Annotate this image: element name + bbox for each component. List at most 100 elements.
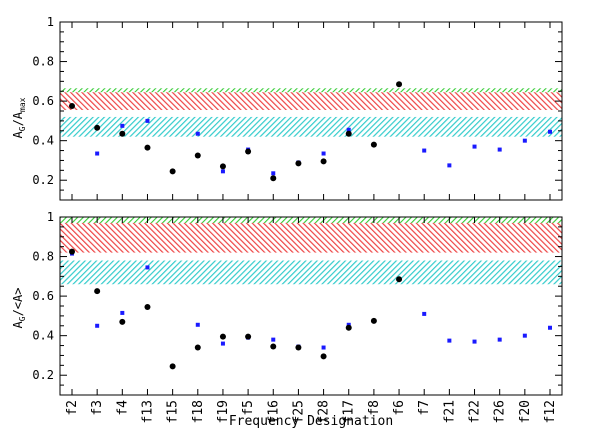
y-title-top-rest-sub: max [18,97,27,112]
top-point-square-f7 [422,148,427,153]
top-ytick-label: 0.8 [32,55,54,69]
top-point-circle-f28 [320,158,327,165]
top-point-circle-f2 [69,103,75,110]
bottom-ytick-label: 0.6 [32,289,54,303]
bottom-point-square-f21 [447,338,452,343]
top-point-circle-f16 [270,175,277,182]
bottom-ytick-label: 0.8 [32,250,54,264]
bottom-point-circle-f4 [119,318,126,325]
bottom-point-square-f13 [145,265,150,270]
y-title-bottom-rest: /<A> [11,288,25,317]
top-point-circle-f5 [245,148,252,155]
x-axis-labels: f2 f3 f4 f13 f15 f18 f19 f5 f16 f25 f28 f17 f8 f6 f7 f2… [65,400,558,424]
top-point-circle-f13 [144,144,151,151]
x-tick-label-f3: f3 [90,400,105,416]
top-ytick-label: 0.4 [32,134,54,148]
bottom-point-square-f18 [195,322,200,327]
top-point-circle-f6 [396,81,403,88]
bottom-point-circle-f15 [169,363,176,370]
x-tick-label-f21: f21 [442,400,457,423]
top-point-square-f18 [195,131,200,136]
x-tick-label-f20: f20 [518,400,533,423]
bottom-point-square-f28 [321,345,326,350]
x-tick-label-f26: f26 [493,400,508,423]
bottom-point-circle-f13 [144,303,151,310]
top-point-square-f12 [548,129,552,134]
x-axis-title: Frequency Designation [229,414,393,429]
bottom-ytick-label: 0.2 [32,368,54,382]
bottom-point-square-f26 [497,337,502,342]
x-tick-label-f28: f28 [317,400,332,423]
y-title-top-sub: G [18,126,27,131]
y-title-top-main: A [11,130,25,138]
x-tick-label-f7: f7 [417,400,432,416]
top-point-circle-f3 [94,124,101,131]
bottom-point-circle-f18 [194,344,201,351]
bottom-point-square-f7 [422,311,427,316]
top-point-circle-f25 [295,160,302,167]
top-point-square-f26 [497,147,502,152]
top-point-circle-f15 [169,168,176,175]
bottom-point-circle-f6 [396,276,403,283]
y-axis-title-bottom: AG/<A> [11,288,27,329]
top-band-1 [60,92,562,111]
top-ytick-label: 1 [47,15,54,29]
y-axis-title-top: AG/Amax [11,97,27,138]
top-plot-frame [59,21,563,201]
x-tick-label-f4: f4 [115,400,130,416]
x-tick-label-f13: f13 [140,400,155,423]
bottom-point-circle-f16 [270,343,277,350]
bottom-point-square-f20 [522,333,527,338]
x-tick-label-f5: f5 [241,400,256,416]
bottom-point-square-f12 [548,325,552,330]
top-point-circle-f4 [119,130,126,137]
top-band-2 [60,116,562,137]
x-tick-label-f19: f19 [216,400,231,423]
y-title-bottom-main: A [11,320,25,328]
bottom-point-square-f3 [95,323,100,328]
x-tick-label-f2: f2 [65,400,80,416]
top-point-square-f17 [346,127,351,132]
x-tick-label-f17: f17 [342,400,357,423]
top-point-square-f3 [95,151,100,156]
top-point-square-f28 [321,151,326,156]
x-tick-label-f22: f22 [468,400,483,423]
bottom-point-circle-f5 [245,333,252,340]
bottom-point-circle-f19 [219,333,226,340]
x-tick-label-f15: f15 [166,400,181,423]
top-point-circle-f18 [194,152,201,159]
bottom-point-square-f22 [472,339,477,344]
top-point-square-f21 [447,163,452,168]
top-point-circle-f17 [345,130,352,137]
top-ytick-label: 0.2 [32,173,54,187]
top-ytick-label: 0.6 [32,94,54,108]
top-point-circle-f8 [370,141,377,148]
top-point-square-f20 [522,138,527,143]
x-tick-label-f12: f12 [543,400,558,423]
top-point-square-f4 [120,123,125,128]
top-point-square-f13 [145,118,150,123]
top-point-square-f19 [220,169,225,174]
x-tick-label-f16: f16 [266,400,281,423]
bottom-panel: 0.2 0.4 0.6 0.8 1 [32,210,563,396]
top-point-square-f22 [472,144,477,149]
bottom-point-circle-f28 [320,353,327,360]
top-panel: 0.2 0.4 0.6 0.8 1 [32,15,563,201]
bottom-ytick-label: 0.4 [32,329,54,343]
bottom-ytick-label: 1 [47,210,54,224]
bottom-point-square-f4 [120,310,125,315]
bottom-point-square-f19 [220,341,225,346]
bottom-point-circle-f8 [370,317,377,324]
x-tick-label-f25: f25 [291,400,306,423]
bottom-point-circle-f3 [94,288,101,295]
bottom-point-circle-f17 [345,324,352,331]
y-title-top-rest: /A [11,111,25,126]
x-tick-label-f8: f8 [367,400,382,416]
top-point-circle-f19 [219,163,226,170]
bottom-point-square-f16 [271,337,276,342]
x-tick-label-f18: f18 [191,400,206,423]
bottom-point-circle-f2 [69,248,75,255]
bottom-point-circle-f25 [295,344,302,351]
y-title-bottom-sub: G [18,316,27,321]
